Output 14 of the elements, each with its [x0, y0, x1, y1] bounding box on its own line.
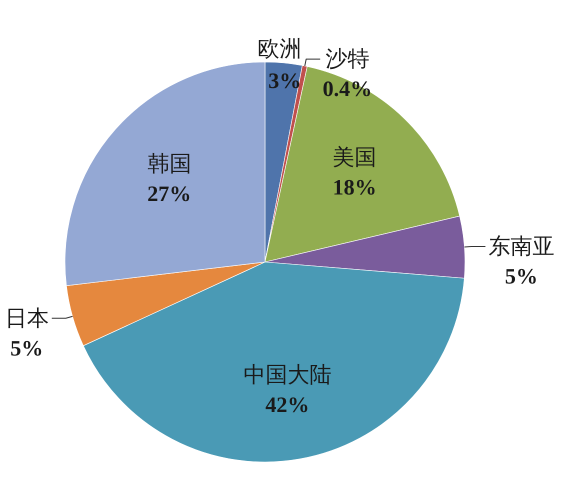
data-label: 5% — [10, 335, 44, 360]
data-label: 42% — [265, 392, 310, 418]
slice-label: 日本 — [4, 305, 49, 330]
data-label: 0.4% — [322, 76, 372, 102]
data-label: 18% — [332, 174, 377, 200]
data-label: 27% — [147, 181, 192, 206]
slice-label: 韩国 — [147, 151, 192, 176]
slice-label: 美国 — [332, 144, 377, 170]
slice-label: 中国大陆 — [243, 362, 332, 388]
data-label: 5% — [504, 263, 538, 288]
data-label: 3% — [268, 68, 302, 93]
slice-label: 沙特 — [325, 46, 370, 72]
slice-label: 东南亚 — [488, 233, 554, 258]
slice-label: 欧洲 — [258, 36, 302, 61]
